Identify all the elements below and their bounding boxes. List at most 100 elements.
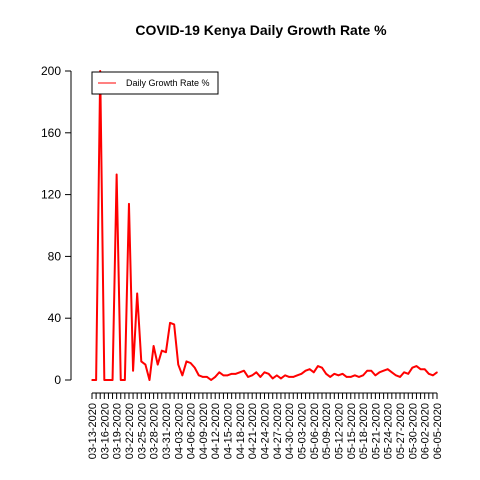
data-point: [210, 379, 212, 381]
x-tick-label: 05-15-2020: [346, 403, 358, 459]
x-tick-label: 04-27-2020: [272, 403, 284, 459]
data-point: [346, 376, 348, 378]
data-point: [95, 379, 97, 381]
data-point: [268, 373, 270, 375]
data-point: [407, 373, 409, 375]
data-point: [321, 367, 323, 369]
data-point: [379, 371, 381, 373]
y-tick-label: 80: [48, 249, 62, 263]
data-point: [91, 379, 93, 381]
data-point: [358, 376, 360, 378]
x-tick-label: 06-02-2020: [420, 403, 432, 459]
y-tick-label: 0: [54, 373, 61, 387]
data-point: [104, 379, 106, 381]
legend: Daily Growth Rate %: [92, 72, 218, 94]
y-tick-label: 200: [41, 64, 61, 78]
data-point: [182, 375, 184, 377]
data-point: [231, 373, 233, 375]
data-point: [309, 368, 311, 370]
data-point: [412, 367, 414, 369]
x-tick-label: 04-06-2020: [186, 403, 198, 459]
x-tick-label: 05-24-2020: [383, 403, 395, 459]
x-tick-label: 04-15-2020: [223, 403, 235, 459]
chart-title: COVID-19 Kenya Daily Growth Rate %: [135, 22, 387, 38]
y-tick-label: 120: [41, 188, 61, 202]
data-point: [128, 203, 130, 205]
data-point: [186, 361, 188, 363]
data-point: [112, 379, 114, 381]
data-point: [251, 375, 253, 377]
x-tick-label: 03-25-2020: [136, 403, 148, 459]
data-point: [297, 375, 299, 377]
data-point: [169, 322, 171, 324]
data-point: [177, 364, 179, 366]
y-axis: 0 40 80 120 160 200: [41, 64, 71, 387]
data-point: [140, 361, 142, 363]
data-point: [387, 368, 389, 370]
data-point: [255, 371, 257, 373]
data-point: [416, 365, 418, 367]
data-point: [227, 375, 229, 377]
data-point: [334, 373, 336, 375]
x-tick-label: 06-05-2020: [432, 403, 444, 459]
data-point: [272, 378, 274, 380]
data-point: [313, 371, 315, 373]
x-tick-label: 05-30-2020: [407, 403, 419, 459]
data-point: [165, 351, 167, 353]
data-point: [301, 373, 303, 375]
data-point: [173, 324, 175, 326]
data-point: [424, 368, 426, 370]
x-tick-label: 05-06-2020: [309, 403, 321, 459]
data-point: [395, 375, 397, 377]
x-tick-label: 03-28-2020: [149, 403, 161, 459]
x-tick-label: 05-18-2020: [358, 403, 370, 459]
y-tick-label: 160: [41, 126, 61, 140]
data-point: [239, 371, 241, 373]
data-point: [235, 373, 237, 375]
data-point: [288, 376, 290, 378]
data-point: [403, 371, 405, 373]
legend-label: Daily Growth Rate %: [126, 78, 210, 88]
data-point: [243, 370, 245, 372]
data-point: [280, 378, 282, 380]
data-point: [354, 375, 356, 377]
data-point: [284, 375, 286, 377]
x-tick-label: 03-31-2020: [161, 403, 173, 459]
data-point: [264, 371, 266, 373]
data-point: [317, 365, 319, 367]
data-point: [292, 376, 294, 378]
data-point: [260, 376, 262, 378]
x-tick-label: 04-24-2020: [260, 403, 272, 459]
data-point: [428, 373, 430, 375]
data-point: [136, 293, 138, 295]
data-point: [350, 376, 352, 378]
x-tick-label: 04-21-2020: [247, 403, 259, 459]
data-point: [375, 375, 377, 377]
data-point: [149, 379, 151, 381]
x-tick-label: 05-27-2020: [395, 403, 407, 459]
x-tick-label: 04-09-2020: [198, 403, 210, 459]
data-point: [108, 379, 110, 381]
y-tick-label: 40: [48, 311, 62, 325]
data-point: [342, 373, 344, 375]
x-tick-label: 05-03-2020: [296, 403, 308, 459]
data-point: [223, 375, 225, 377]
x-tick-label: 03-16-2020: [99, 403, 111, 459]
series-layer: [91, 70, 438, 381]
data-point: [202, 376, 204, 378]
data-point: [329, 376, 331, 378]
data-point: [214, 376, 216, 378]
data-point: [305, 370, 307, 372]
x-tick-label: 04-18-2020: [235, 403, 247, 459]
data-point: [120, 379, 122, 381]
data-point: [190, 362, 192, 364]
data-point: [247, 376, 249, 378]
x-tick-label: 03-13-2020: [87, 403, 99, 459]
data-point: [206, 376, 208, 378]
data-point: [145, 364, 147, 366]
data-point: [420, 368, 422, 370]
data-point: [124, 379, 126, 381]
data-point: [198, 375, 200, 377]
data-point: [370, 370, 372, 372]
